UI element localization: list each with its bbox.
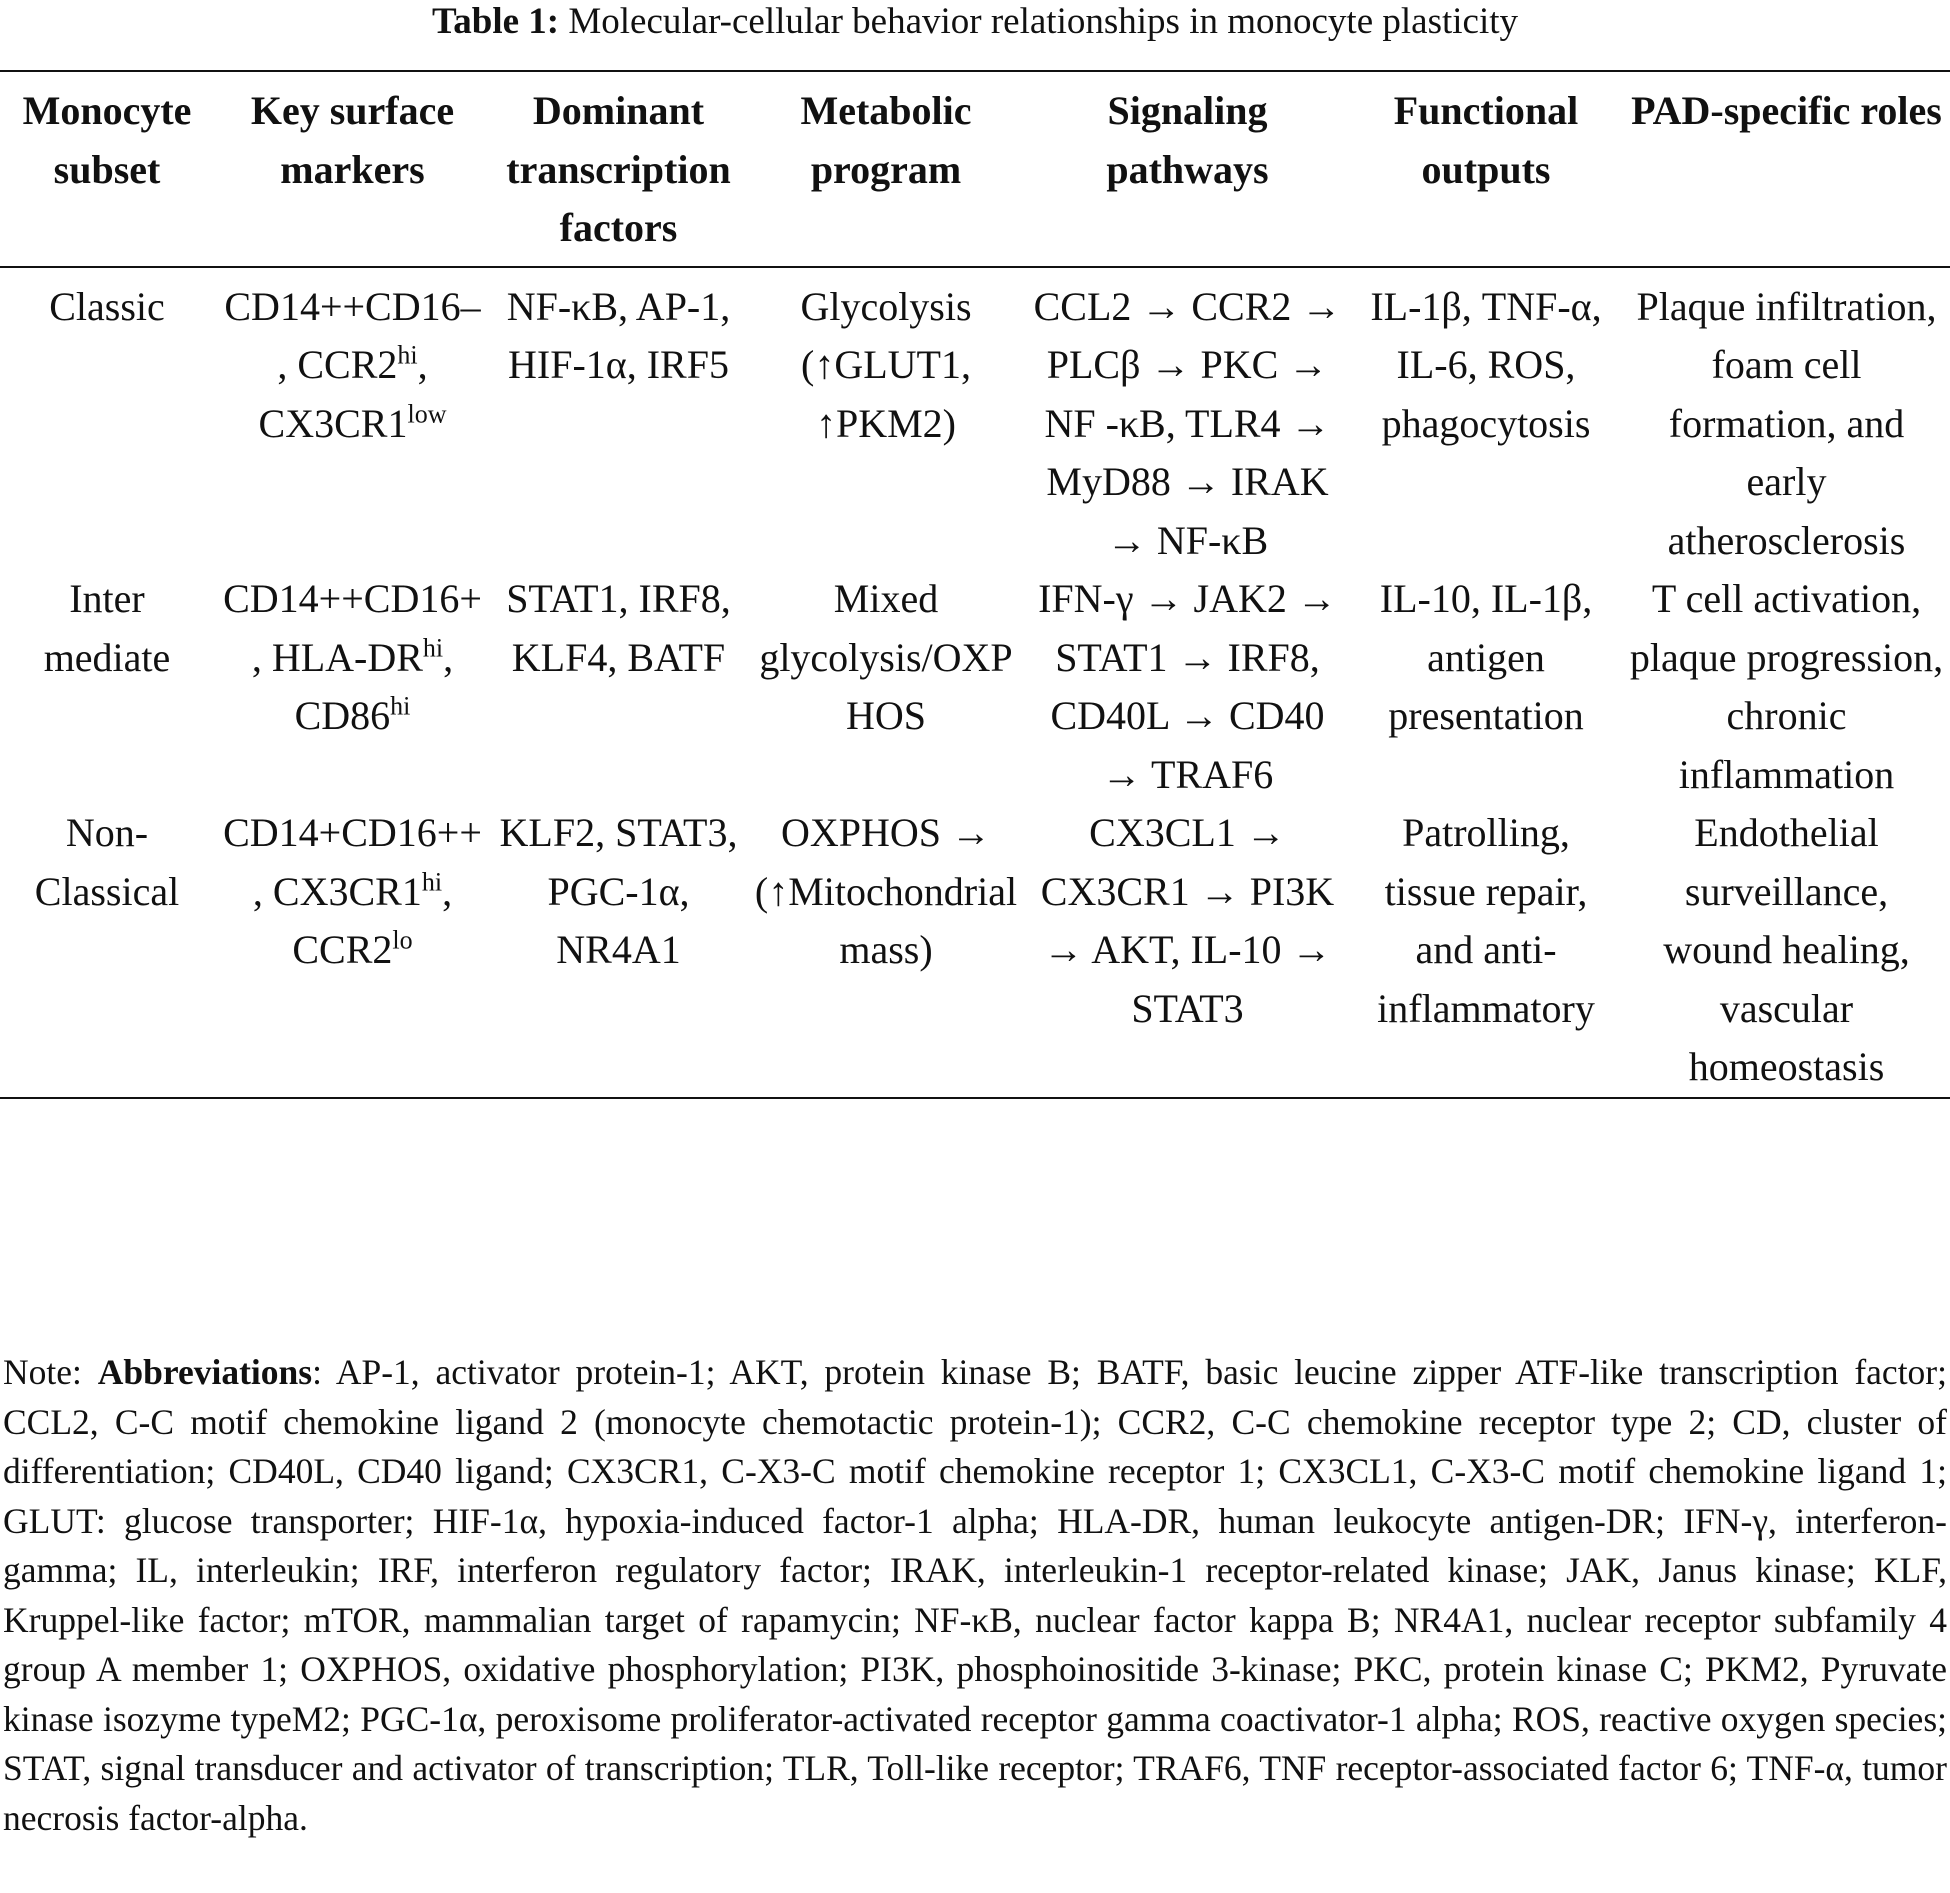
column-header: Metabolic program <box>800 88 972 192</box>
table-cell: Plaque infiltration, foam cell formation… <box>1636 283 1937 563</box>
table-row: Inter mediate CD14++CD16+, HLA-DRhi, CD86… <box>0 570 1950 804</box>
column-header: Monocyte subset <box>22 88 192 192</box>
table-row: Non-Classical CD14+CD16++, CX3CR1hi, CCR2… <box>0 804 1950 1098</box>
table-cell: CX3CL1 → CX3CR1 → PI3K → AKT, IL-10 → ST… <box>1040 810 1335 1031</box>
note-bold: Abbreviations <box>97 1352 313 1392</box>
caption-label: Table 1: <box>431 1 560 42</box>
column-header: Dominant transcription factors <box>506 88 731 250</box>
cell-text: CD14+CD16++, CX3CR1 <box>223 810 482 914</box>
table-body: Classic CD14++CD16–, CCR2hi, CX3CR1low NF-… <box>0 267 1950 1098</box>
cell-text: CD14++CD16+, HLA-DR <box>223 576 482 680</box>
table-cell: CD14+CD16++, CX3CR1hi, CCR2lo <box>214 804 491 1098</box>
table-cell: Glycolysis (↑GLUT1, ↑PKM2) <box>800 283 972 446</box>
table-cell: CCL2 → CCR2 → PLCβ → PKC → NF -κB, TLR4 … <box>1033 283 1342 563</box>
header-row: Monocyte subset Key surface markers Domina… <box>0 71 1950 267</box>
table-cell: Inter mediate <box>43 576 171 680</box>
table-cell: IL-10, IL-1β, antigen presentation <box>1379 576 1593 738</box>
column-header: PAD-specific roles <box>1631 88 1942 133</box>
table-cell: OXPHOS → (↑Mitochondrial mass) <box>754 810 1018 972</box>
table-cell: T cell activation, plaque progression, c… <box>1629 576 1944 797</box>
table-cell: Mixed glycolysis/OXPHOS <box>759 576 1013 738</box>
cell-text: , CD86 <box>294 634 454 739</box>
table-cell: NF-κB, AP-1, HIF-1α, IRF5 <box>506 283 731 388</box>
table-head: Monocyte subset Key surface markers Domina… <box>0 71 1950 267</box>
column-header: Signaling pathways <box>1106 88 1269 192</box>
table-cell: CD14++CD16+, HLA-DRhi, CD86hi <box>214 570 491 804</box>
superscript: lo <box>392 925 413 955</box>
note-text: : AP-1, activator protein-1; AKT, protei… <box>3 1352 1947 1838</box>
caption-text: Molecular-cellular behavior relationship… <box>568 1 1519 42</box>
superscript: hi <box>397 340 418 370</box>
table-cell: Patrolling, tissue repair, and anti-infl… <box>1377 810 1595 1031</box>
table-note: Note: Abbreviations: AP-1, activator pro… <box>3 1348 1947 1843</box>
cell-text: CD14++CD16–, CCR2 <box>224 283 481 388</box>
table-cell: STAT1, IRF8, KLF4, BATF <box>506 576 731 680</box>
table: Monocyte subset Key surface markers Domina… <box>0 70 1950 1099</box>
table-caption: Table 1: Molecular-cellular behavior rel… <box>0 0 1950 44</box>
note-prefix: Note: <box>3 1352 82 1392</box>
table-cell: IFN-γ → JAK2 → STAT1 → IRF8, CD40L → CD4… <box>1038 576 1337 797</box>
table-cell: Non-Classical <box>34 810 180 914</box>
superscript: hi <box>422 633 444 663</box>
cell-text: , CX3CR1 <box>258 342 428 446</box>
superscript: hi <box>421 867 443 897</box>
column-header: Key surface markers <box>250 88 455 192</box>
cell-text: , CCR2 <box>292 868 453 973</box>
table-cell: KLF2, STAT3, PGC-1α, NR4A1 <box>499 810 738 972</box>
superscript: hi <box>390 691 411 721</box>
table-cell: Endothelial surveillance, wound healing,… <box>1663 810 1910 1089</box>
table-cell: Classic <box>49 283 165 329</box>
table-row: Classic CD14++CD16–, CCR2hi, CX3CR1low NF-… <box>0 267 1950 571</box>
column-header: Functional outputs <box>1393 88 1579 192</box>
table-cell: IL-1β, TNF-α, IL-6, ROS, phagocytosis <box>1370 283 1602 446</box>
superscript: low <box>407 399 447 429</box>
table-cell: CD14++CD16–, CCR2hi, CX3CR1low <box>214 267 491 571</box>
